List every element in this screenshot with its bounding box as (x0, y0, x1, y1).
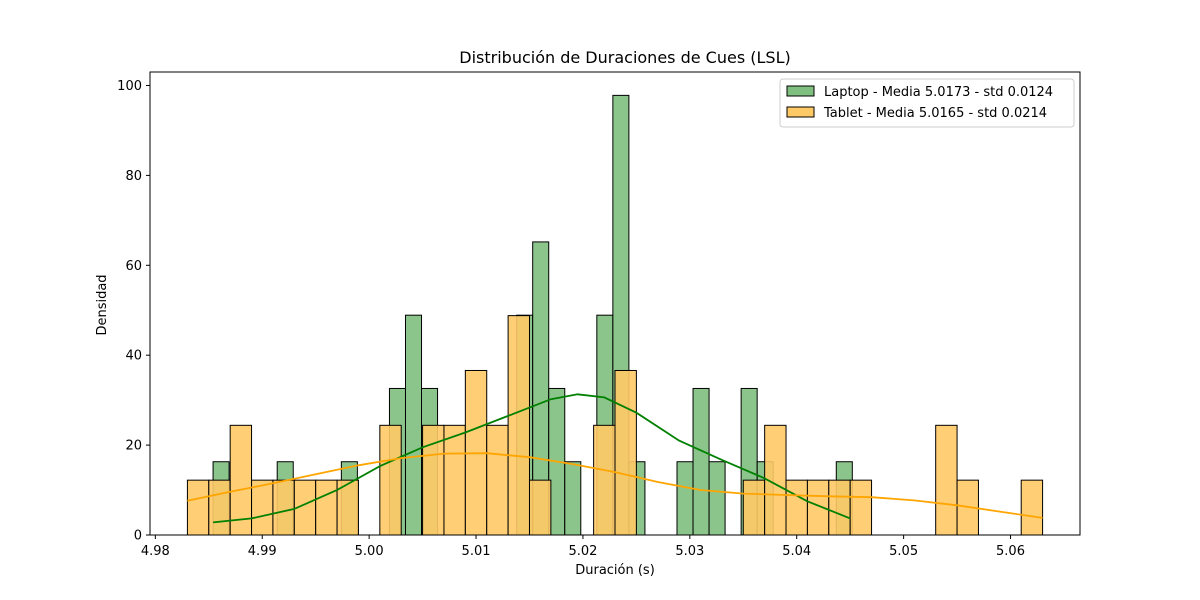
x-tick-label: 5.00 (355, 544, 384, 559)
y-axis: 0 20 40 60 80 100 (117, 79, 150, 544)
bar-series-1-6 (315, 479, 338, 536)
bar-series-1-4 (272, 479, 295, 536)
x-tick-label: 5.01 (462, 544, 491, 559)
x-tick-label: 5.02 (568, 544, 597, 559)
bar-series-0-14 (692, 387, 710, 536)
y-tick-label: 60 (125, 259, 142, 274)
bar-series-1-21 (828, 479, 851, 536)
bar-series-1-0 (186, 479, 210, 536)
x-tick-label: 5.05 (889, 544, 918, 559)
legend-swatch-series-1 (786, 106, 815, 118)
bar-series-1-20 (806, 479, 830, 536)
x-axis: 4.98 4.99 5.00 5.01 5.02 5.03 5.04 5.05 5.06 (141, 535, 1025, 559)
bar-series-1-15 (593, 424, 616, 536)
y-tick-label: 40 (125, 349, 142, 364)
bar-series-0-15 (708, 461, 726, 536)
legend-label-series-1: Tablet - Media 5.0165 - std 0.0214 (823, 106, 1047, 121)
bar-series-1-25 (1020, 479, 1044, 536)
kde-line-series-1 (187, 452, 1043, 519)
chart-title: Distribución de Duraciones de Cues (LSL) (459, 48, 790, 67)
x-tick-label: 4.99 (248, 544, 277, 559)
bar-series-1-23 (935, 424, 958, 536)
bar-series-0-9 (564, 461, 582, 536)
bar-series-1-10 (443, 424, 466, 536)
axes-frame (149, 71, 1081, 536)
x-tick-label: 5.04 (782, 544, 811, 559)
bar-series-1-17 (742, 479, 766, 536)
x-axis-label: Duración (s) (575, 563, 655, 578)
bar-series-0-4 (404, 314, 423, 536)
bar-series-0-13 (676, 461, 694, 536)
bar-series-1-1 (208, 479, 231, 536)
bar-series-1-19 (785, 479, 808, 536)
x-tick-label: 5.03 (675, 544, 704, 559)
bar-series-1-13 (507, 315, 530, 536)
y-tick-label: 100 (117, 79, 142, 94)
y-tick-label: 0 (134, 529, 142, 544)
bar-series-1-8 (379, 424, 402, 536)
legend-box (779, 78, 1075, 128)
legend: Laptop - Media 5.0173 - std 0.0124 Tablet… (779, 78, 1075, 128)
bar-series-1-22 (849, 479, 873, 536)
legend-swatch-series-0 (786, 85, 815, 97)
bar-series-1-16 (614, 369, 637, 536)
bar-series-1-3 (251, 479, 274, 536)
y-tick-label: 20 (125, 439, 142, 454)
bar-series-1-14 (528, 479, 552, 536)
y-axis-label: Densidad (95, 274, 110, 335)
x-tick-label: 4.98 (141, 544, 170, 559)
bar-series-1-12 (486, 424, 509, 536)
x-tick-label: 5.06 (996, 544, 1025, 559)
kde-line-series-0 (213, 393, 851, 524)
legend-label-series-0: Laptop - Media 5.0173 - std 0.0124 (824, 85, 1053, 100)
y-tick-label: 80 (125, 169, 142, 184)
